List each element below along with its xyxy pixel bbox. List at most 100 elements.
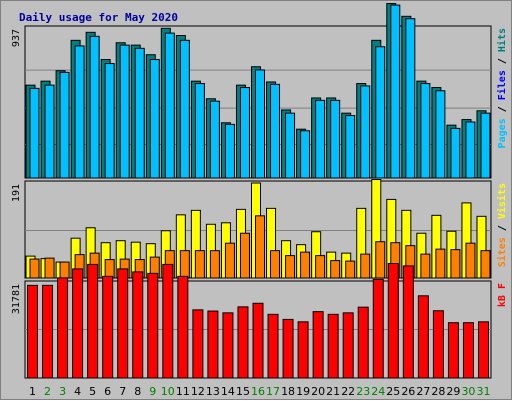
x-tick-label: 30 [461,385,475,398]
bar-kb-f-day-11 [177,275,189,379]
x-tick-label: 29 [446,385,460,398]
x-tick-label: 10 [161,385,175,398]
bar-sites-day-16 [255,215,265,279]
bar-sites-day-17 [270,250,281,279]
bar-sites-day-18 [285,255,296,279]
bar-hits-day-24 [375,46,386,179]
bar-hits-day-15 [239,87,250,179]
bar-kb-f-day-13 [207,310,219,379]
y-max-label: 31781 [11,284,22,314]
bar-kb-f-day-30 [462,322,474,379]
chart-title: Daily usage for May 2020 [19,11,178,24]
axis-label: Sites / Visits [496,183,508,267]
x-tick-label: 22 [341,385,355,398]
bar-kb-f-day-23 [357,306,369,379]
bar-sites-day-20 [315,255,326,279]
panel-1: 937 Pages / Files / Hits [11,3,508,179]
bar-hits-day-12 [194,83,205,179]
bar-kb-f-day-31 [477,321,489,379]
x-tick-label: 31 [476,385,490,398]
bar-sites-day-1 [29,258,40,279]
x-tick-label: 24 [371,385,385,398]
x-tick-label: 19 [296,385,310,398]
bar-sites-day-3 [59,261,70,279]
bar-sites-day-13 [209,250,220,279]
bar-kb-f-day-6 [102,275,114,379]
bar-hits-day-4 [74,45,85,179]
bar-kb-f-day-12 [192,309,204,379]
bar-hits-day-21 [330,99,341,179]
bar-kb-f-day-21 [327,313,339,379]
x-tick-label: 25 [386,385,400,398]
bar-kb-f-day-27 [417,295,429,379]
bar-hits-day-6 [104,63,115,179]
bar-kb-f-day-19 [297,321,309,379]
bar-sites-day-29 [450,249,461,279]
x-tick-label: 8 [134,385,141,398]
panel-3: 31781 kB F [11,263,508,379]
x-tick-label: 28 [431,385,445,398]
bar-sites-day-24 [375,241,386,279]
bar-sites-day-21 [330,260,341,279]
bar-sites-day-2 [44,257,55,279]
bar-hits-day-30 [465,121,476,179]
bar-kb-f-day-8 [132,271,144,379]
x-tick-label: 12 [191,385,205,398]
x-tick-label: 16 [251,385,265,398]
x-tick-label: 20 [311,385,325,398]
bar-sites-day-15 [239,232,250,279]
bar-sites-day-27 [420,253,431,279]
bar-sites-day-19 [300,251,311,279]
bar-kb-f-day-9 [147,272,159,379]
bar-hits-day-3 [59,71,70,179]
x-tick-label: 18 [281,385,295,398]
x-tick-label: 26 [401,385,415,398]
bar-hits-day-23 [360,85,371,179]
bar-kb-f-day-26 [402,265,414,379]
bar-hits-day-10 [164,32,175,179]
x-tick-label: 23 [356,385,370,398]
bar-kb-f-day-25 [387,263,399,379]
bar-kb-f-day-14 [222,312,234,379]
bar-kb-f-day-3 [57,277,69,379]
bar-hits-day-29 [450,127,461,179]
bar-kb-f-day-20 [312,311,324,379]
bar-kb-f-day-18 [282,318,294,379]
x-tick-label: 14 [221,385,235,398]
bar-kb-f-day-10 [162,263,174,379]
bar-hits-day-5 [89,35,100,179]
x-tick-label: 13 [206,385,220,398]
bar-sites-day-28 [435,248,446,279]
bar-hits-day-26 [405,18,416,179]
bar-hits-day-16 [255,69,265,179]
bar-kb-f-day-7 [117,268,129,379]
bar-kb-f-day-2 [42,284,54,379]
bar-kb-f-day-5 [87,263,99,379]
x-tick-label: 1 [29,385,36,398]
bar-kb-f-day-4 [72,268,84,379]
x-tick-label: 6 [104,385,111,398]
x-tick-label: 21 [326,385,340,398]
y-max-label: 937 [11,29,22,47]
bar-hits-day-13 [209,100,220,179]
bar-kb-f-day-29 [447,322,459,379]
bar-sites-day-12 [194,250,205,279]
bar-kb-f-day-28 [432,310,444,379]
y-max-label: 191 [11,184,22,202]
x-tick-label: 11 [176,385,190,398]
bar-hits-day-19 [300,130,311,179]
bar-hits-day-1 [29,87,40,179]
bar-kb-f-day-17 [267,313,279,379]
bar-hits-day-22 [345,115,356,179]
x-tick-label: 2 [44,385,51,398]
x-tick-label: 17 [266,385,280,398]
bar-sites-day-30 [465,242,476,279]
bar-hits-day-7 [119,44,130,179]
bar-kb-f-day-24 [372,278,384,379]
bar-sites-day-23 [360,253,371,279]
bar-hits-day-20 [315,99,326,179]
bar-sites-day-14 [224,242,235,279]
x-tick-label: 27 [416,385,430,398]
bar-kb-f-day-22 [342,312,354,379]
